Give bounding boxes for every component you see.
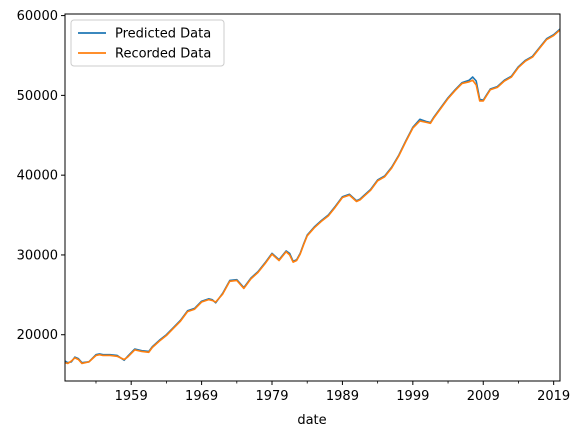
- y-tick-label: 20000: [17, 328, 58, 343]
- x-tick-label: 1979: [255, 389, 288, 404]
- x-tick-label: 2009: [467, 389, 500, 404]
- x-tick-label: 1999: [396, 389, 429, 404]
- x-tick-label: 1989: [326, 389, 359, 404]
- x-axis: 1959 1969 1979 1989 1999 2009 2019: [95, 381, 570, 404]
- y-tick-label: 60000: [17, 9, 58, 24]
- x-tick-label: 1959: [115, 389, 148, 404]
- series-line-recorded-data: [64, 29, 561, 365]
- y-axis: 20000 30000 40000 50000 60000: [17, 9, 65, 343]
- y-tick-label: 40000: [17, 169, 58, 184]
- legend-box: [70, 19, 225, 67]
- plot-frame: [64, 13, 561, 382]
- x-tick-label: 2019: [537, 389, 570, 404]
- y-tick-label: 50000: [17, 89, 58, 104]
- x-axis-title: date: [297, 413, 326, 428]
- legend-label: Recorded Data: [115, 47, 211, 62]
- x-tick-label: 1969: [185, 389, 218, 404]
- legend: Predicted Data Recorded Data: [70, 19, 225, 67]
- legend-label: Predicted Data: [115, 27, 211, 42]
- y-tick-label: 30000: [17, 248, 58, 263]
- series-layer: [64, 28, 561, 365]
- series-line-predicted-data: [64, 28, 561, 364]
